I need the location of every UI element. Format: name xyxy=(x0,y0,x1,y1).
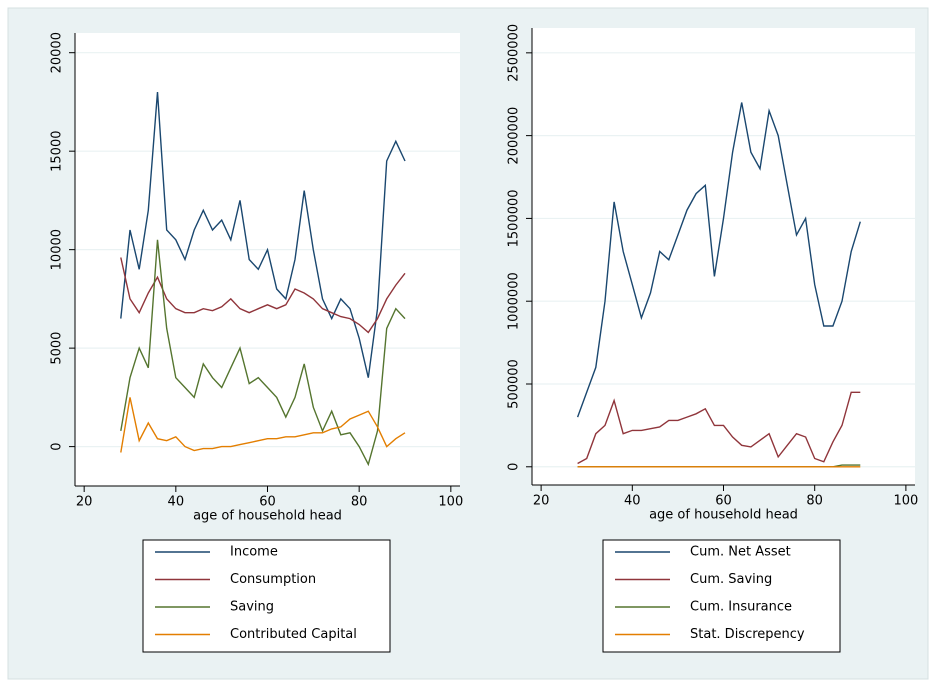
legend-label: Consumption xyxy=(230,572,316,587)
legend-label: Contributed Capital xyxy=(230,627,357,642)
y-tick-label: 15000 xyxy=(50,130,65,171)
legend-box xyxy=(142,539,391,653)
series-line xyxy=(577,391,861,465)
legend-label: Income xyxy=(230,545,278,560)
series-line xyxy=(120,397,406,453)
x-tick-label: 60 xyxy=(259,495,276,510)
y-tick-label: 500000 xyxy=(507,359,522,409)
x-tick-label: 80 xyxy=(806,494,823,509)
plot-area xyxy=(532,28,915,485)
plot-area xyxy=(75,33,460,486)
y-tick-label: 2000000 xyxy=(507,107,522,165)
legend-box xyxy=(602,539,841,653)
x-tick-label: 60 xyxy=(715,494,732,509)
x-axis-title: age of household head xyxy=(193,509,342,524)
y-tick-label: 1500000 xyxy=(507,189,522,247)
legend-label: Cum. Insurance xyxy=(690,600,792,615)
y-tick-label: 1000000 xyxy=(507,272,522,330)
y-tick-label: 20000 xyxy=(50,32,65,73)
series-line xyxy=(120,239,406,467)
series-line xyxy=(120,92,406,378)
legend-label: Cum. Saving xyxy=(690,572,772,587)
x-tick-label: 100 xyxy=(438,495,463,510)
legend-label: Saving xyxy=(230,600,274,615)
x-tick-label: 20 xyxy=(533,494,550,509)
y-tick-label: 10000 xyxy=(50,229,65,270)
x-tick-label: 100 xyxy=(893,494,918,509)
y-tick-label: 0 xyxy=(50,442,65,450)
x-tick-label: 20 xyxy=(76,495,93,510)
series-line xyxy=(120,257,406,334)
legend-label: Cum. Net Asset xyxy=(690,545,791,560)
legend-label: Stat. Discrepency xyxy=(690,627,805,642)
x-tick-label: 40 xyxy=(168,495,185,510)
y-tick-label: 5000 xyxy=(50,332,65,365)
y-tick-label: 0 xyxy=(507,463,522,471)
x-tick-label: 40 xyxy=(624,494,641,509)
y-tick-label: 2500000 xyxy=(507,24,522,82)
x-axis-title: age of household head xyxy=(649,508,798,523)
x-tick-label: 80 xyxy=(351,495,368,510)
series-line xyxy=(576,102,861,418)
